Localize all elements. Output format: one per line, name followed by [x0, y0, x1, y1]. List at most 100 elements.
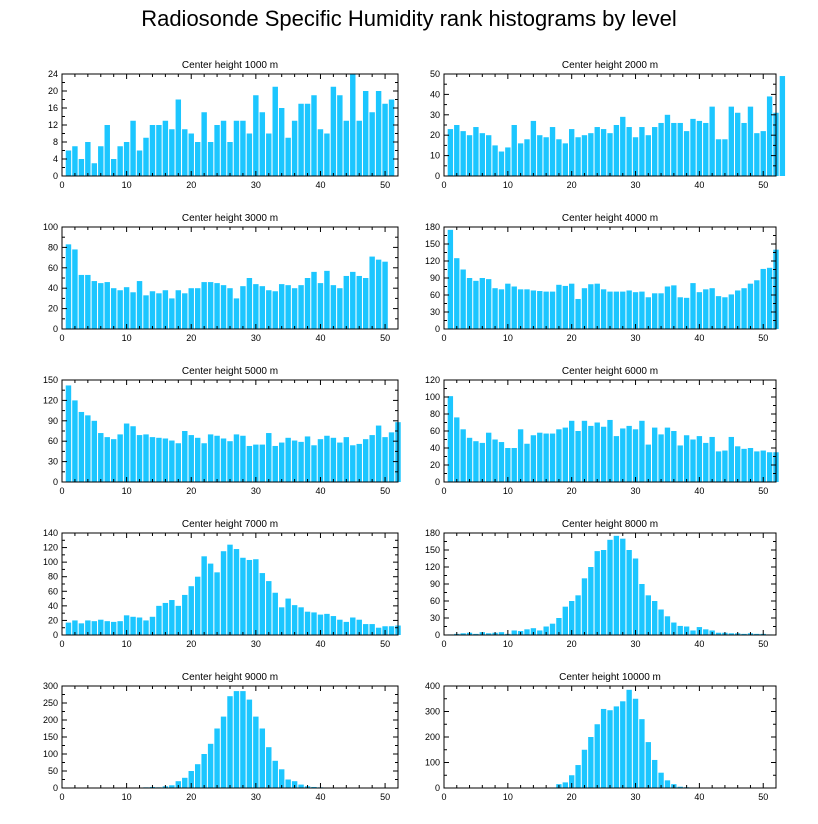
bar — [233, 298, 240, 329]
bar — [169, 129, 175, 176]
bar — [143, 295, 149, 329]
panel-8: Center height 8000 m 0 10 20 30 40 50 0 30 60 90 12… — [425, 519, 777, 649]
bar — [382, 437, 388, 482]
x-tick-label: 50 — [380, 333, 390, 343]
page-title: Radiosonde Specific Humidity rank histog… — [141, 6, 677, 31]
panel-title: Center height 3000 m — [182, 213, 278, 224]
x-tick-label: 10 — [503, 333, 513, 343]
bar — [194, 576, 201, 635]
bar — [613, 535, 620, 635]
bar — [201, 282, 207, 329]
x-tick-label: 30 — [251, 180, 261, 190]
bar — [556, 139, 562, 176]
bar — [188, 586, 194, 635]
x-tick-label: 0 — [59, 180, 64, 190]
bar — [645, 135, 651, 176]
panel-title: Center height 9000 m — [182, 672, 278, 683]
bar — [664, 286, 671, 329]
y-tick-label: 200 — [43, 715, 58, 725]
y-tick-label: 30 — [430, 613, 440, 623]
bar — [85, 142, 91, 176]
bar — [188, 771, 194, 788]
y-tick-label: 120 — [43, 543, 58, 553]
bar — [766, 267, 773, 329]
x-tick-label: 50 — [758, 639, 768, 649]
bar — [156, 293, 162, 329]
bar — [382, 103, 388, 176]
bar — [460, 131, 466, 176]
bar — [298, 285, 304, 329]
bar — [575, 765, 581, 788]
bar — [575, 137, 581, 176]
x-tick-label: 30 — [631, 333, 641, 343]
bar — [517, 143, 524, 176]
bar — [369, 256, 375, 329]
bar — [709, 106, 715, 176]
bar — [473, 127, 479, 176]
bar — [162, 290, 169, 329]
x-tick-label: 50 — [758, 486, 768, 496]
y-tick-label: 40 — [430, 89, 440, 99]
bar — [575, 595, 581, 635]
bar — [72, 249, 78, 329]
y-tick-label: 80 — [48, 242, 58, 252]
bar — [486, 432, 492, 482]
x-tick-label: 50 — [758, 180, 768, 190]
bar — [524, 443, 530, 482]
bar — [311, 786, 317, 788]
bar — [569, 601, 575, 635]
x-tick-label: 20 — [567, 333, 577, 343]
bar — [664, 616, 671, 635]
y-tick-label: 4 — [53, 154, 58, 164]
bar — [266, 747, 272, 788]
bar — [473, 441, 479, 482]
bar — [149, 291, 156, 329]
y-tick-label: 100 — [43, 557, 58, 567]
y-tick-label: 30 — [430, 110, 440, 120]
bar — [696, 436, 703, 482]
bar — [632, 137, 639, 176]
bar — [136, 435, 143, 482]
bar — [709, 288, 715, 329]
x-tick-label: 0 — [441, 180, 446, 190]
bar — [581, 749, 588, 788]
bar — [460, 633, 466, 635]
y-tick-label: 0 — [53, 324, 58, 334]
bar — [233, 549, 240, 635]
bar — [304, 278, 311, 329]
x-tick-label: 40 — [694, 180, 704, 190]
bar — [575, 298, 581, 329]
bar — [473, 280, 479, 329]
bar — [104, 125, 110, 176]
x-tick-label: 20 — [186, 333, 196, 343]
bar — [498, 632, 505, 635]
x-tick-label: 10 — [122, 639, 132, 649]
y-tick-label: 120 — [425, 562, 440, 572]
bar — [388, 432, 395, 482]
x-tick-label: 0 — [59, 792, 64, 802]
panel-3: Center height 3000 m 0 10 20 30 40 50 0 20 40 60 80… — [43, 213, 399, 343]
bar — [613, 706, 620, 788]
bar — [613, 436, 620, 482]
y-tick-label: 90 — [430, 273, 440, 283]
bar — [214, 283, 220, 329]
y-tick-label: 0 — [53, 171, 58, 181]
x-tick-label: 40 — [315, 333, 325, 343]
bar — [175, 781, 182, 788]
bar — [304, 611, 311, 635]
bar — [562, 285, 568, 329]
bar — [600, 708, 607, 788]
bar — [569, 775, 575, 788]
y-tick-label: 90 — [48, 416, 58, 426]
panel-1: Center height 1000 m 0 10 20 30 40 50 0 4 8 12 16 20… — [48, 60, 399, 190]
bar — [117, 290, 123, 329]
bar — [511, 448, 517, 482]
bar — [182, 129, 188, 176]
bar — [569, 283, 575, 329]
bar — [91, 420, 98, 482]
x-tick-label: 30 — [251, 639, 261, 649]
bar — [600, 289, 607, 329]
bar — [110, 159, 117, 176]
bar — [556, 618, 562, 635]
